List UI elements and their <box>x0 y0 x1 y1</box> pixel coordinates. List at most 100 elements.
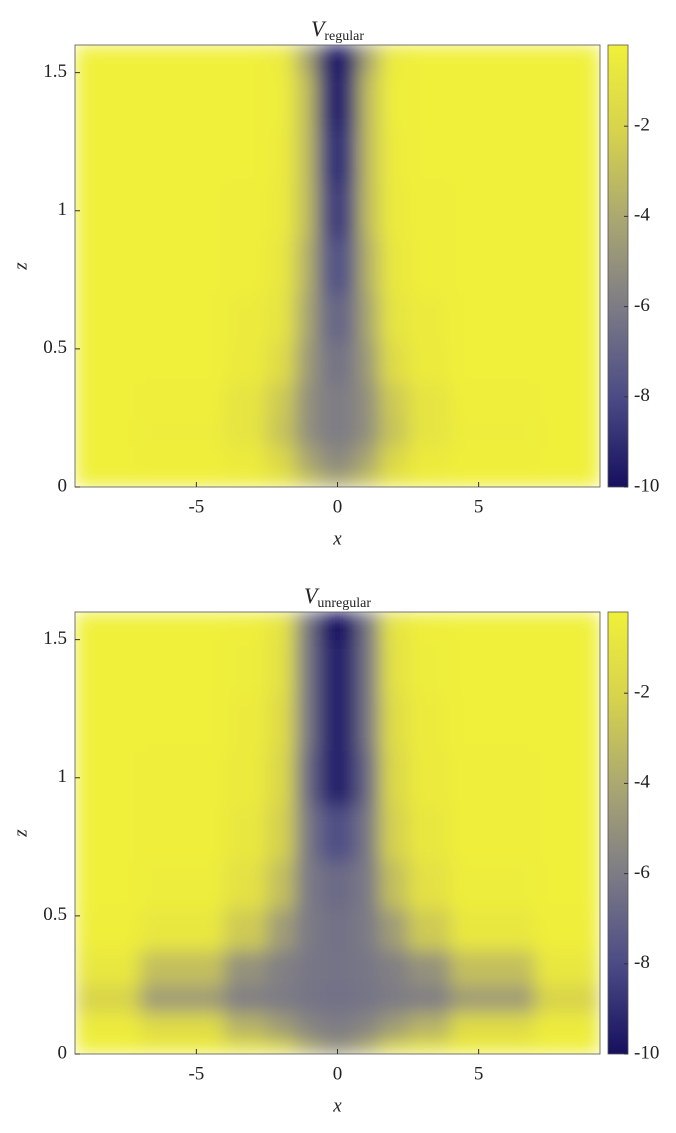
heat-cell <box>408 341 451 384</box>
heat-cell <box>330 694 346 751</box>
heat-cell <box>344 72 360 129</box>
heat-cell <box>408 238 451 295</box>
heat-cell <box>344 860 360 910</box>
heat-cell <box>358 293 381 343</box>
chart-title: Vregular <box>311 16 364 44</box>
heat-cell <box>139 1040 226 1054</box>
heat-cell <box>266 45 296 74</box>
title-subscript: unregular <box>317 596 371 611</box>
y-tick-label: 0.5 <box>43 337 67 358</box>
heat-cell <box>224 473 268 487</box>
heat-cell <box>330 293 346 343</box>
heat-cell <box>139 950 226 986</box>
heat-cell <box>535 750 600 806</box>
heat-cell <box>330 612 346 641</box>
heat-cell <box>316 45 331 74</box>
heat-cell <box>266 950 296 986</box>
heat-cell <box>535 341 600 384</box>
heat-cell <box>344 341 360 384</box>
heat-cell <box>316 860 331 910</box>
heat-cell <box>139 750 226 806</box>
heat-cell <box>224 950 268 986</box>
heat-cell <box>450 805 536 862</box>
heat-cell <box>379 127 409 184</box>
heat-cell <box>224 341 268 384</box>
heat-cell <box>535 984 600 1014</box>
heat-cell <box>450 127 536 184</box>
heat-cell <box>344 805 360 862</box>
y-tick-label: 0 <box>58 1042 68 1063</box>
heat-cell <box>316 805 331 862</box>
heat-cell <box>266 341 296 384</box>
heat-cell <box>450 908 536 951</box>
heat-cell <box>75 445 141 474</box>
heat-cell <box>139 417 226 447</box>
colorbar-tick-label: -8 <box>634 385 650 406</box>
heat-cell <box>75 417 141 447</box>
heat-cell <box>316 72 331 129</box>
heat-cell <box>316 950 331 986</box>
heat-cell <box>358 445 381 474</box>
heat-cell <box>139 639 226 696</box>
heat-cell <box>408 1040 451 1054</box>
heat-cell <box>535 45 600 74</box>
heat-cell <box>408 984 451 1014</box>
heat-cell <box>224 293 268 343</box>
heat-cell <box>535 183 600 239</box>
heat-cell <box>330 72 346 129</box>
heat-cell <box>535 950 600 986</box>
heat-cell <box>358 417 381 447</box>
heat-cell <box>316 1012 331 1041</box>
heat-cell <box>316 473 331 487</box>
heat-cell <box>344 127 360 184</box>
heat-cell <box>358 1040 381 1054</box>
heat-cell <box>535 445 600 474</box>
heat-cell <box>139 860 226 910</box>
heat-cell <box>379 445 409 474</box>
heat-cell <box>358 908 381 951</box>
heatmap-cells <box>75 45 600 487</box>
heat-cell <box>75 860 141 910</box>
heat-cell <box>295 805 317 862</box>
heat-cell <box>266 445 296 474</box>
heat-cell <box>358 860 381 910</box>
heat-cell <box>316 417 331 447</box>
heat-cell <box>535 639 600 696</box>
colorbar-tick-label: -10 <box>634 475 659 496</box>
heat-cell <box>224 1012 268 1041</box>
x-tick-label: 0 <box>333 1063 343 1084</box>
heatmap-panel: -5 0 5 0 0.5 1 1.5 x z Vregular -10 -8 -6 -4 -2 <box>10 16 659 549</box>
heat-cell <box>266 72 296 129</box>
heat-cell <box>330 445 346 474</box>
heat-cell <box>408 417 451 447</box>
heat-cell <box>379 72 409 129</box>
heat-cell <box>316 908 331 951</box>
heat-cell <box>316 293 331 343</box>
heat-cell <box>139 293 226 343</box>
heat-cell <box>358 183 381 239</box>
heat-cell <box>316 984 331 1014</box>
heat-cell <box>139 383 226 419</box>
colorbar <box>607 611 629 1055</box>
heat-cell <box>379 183 409 239</box>
heat-cell <box>330 1040 346 1054</box>
heat-cell <box>330 383 346 419</box>
heat-cell <box>535 908 600 951</box>
heat-cell <box>358 473 381 487</box>
heat-cell <box>75 238 141 295</box>
heat-cell <box>358 950 381 986</box>
heat-cell <box>535 694 600 751</box>
heat-cell <box>450 1040 536 1054</box>
heat-cell <box>75 293 141 343</box>
cell-layer <box>75 612 600 1054</box>
heat-cell <box>344 1012 360 1041</box>
heat-cell <box>224 984 268 1014</box>
heat-cell <box>344 1040 360 1054</box>
heat-cell <box>295 694 317 751</box>
colorbar-tick-label: -4 <box>634 205 650 226</box>
heat-cell <box>266 238 296 295</box>
heatmap-panel: -5 0 5 0 0.5 1 1.5 x z Vunregular -10 -8 -6 -4 -2 <box>10 583 659 1116</box>
heat-cell <box>379 612 409 641</box>
heat-cell <box>450 45 536 74</box>
heat-cell <box>408 950 451 986</box>
